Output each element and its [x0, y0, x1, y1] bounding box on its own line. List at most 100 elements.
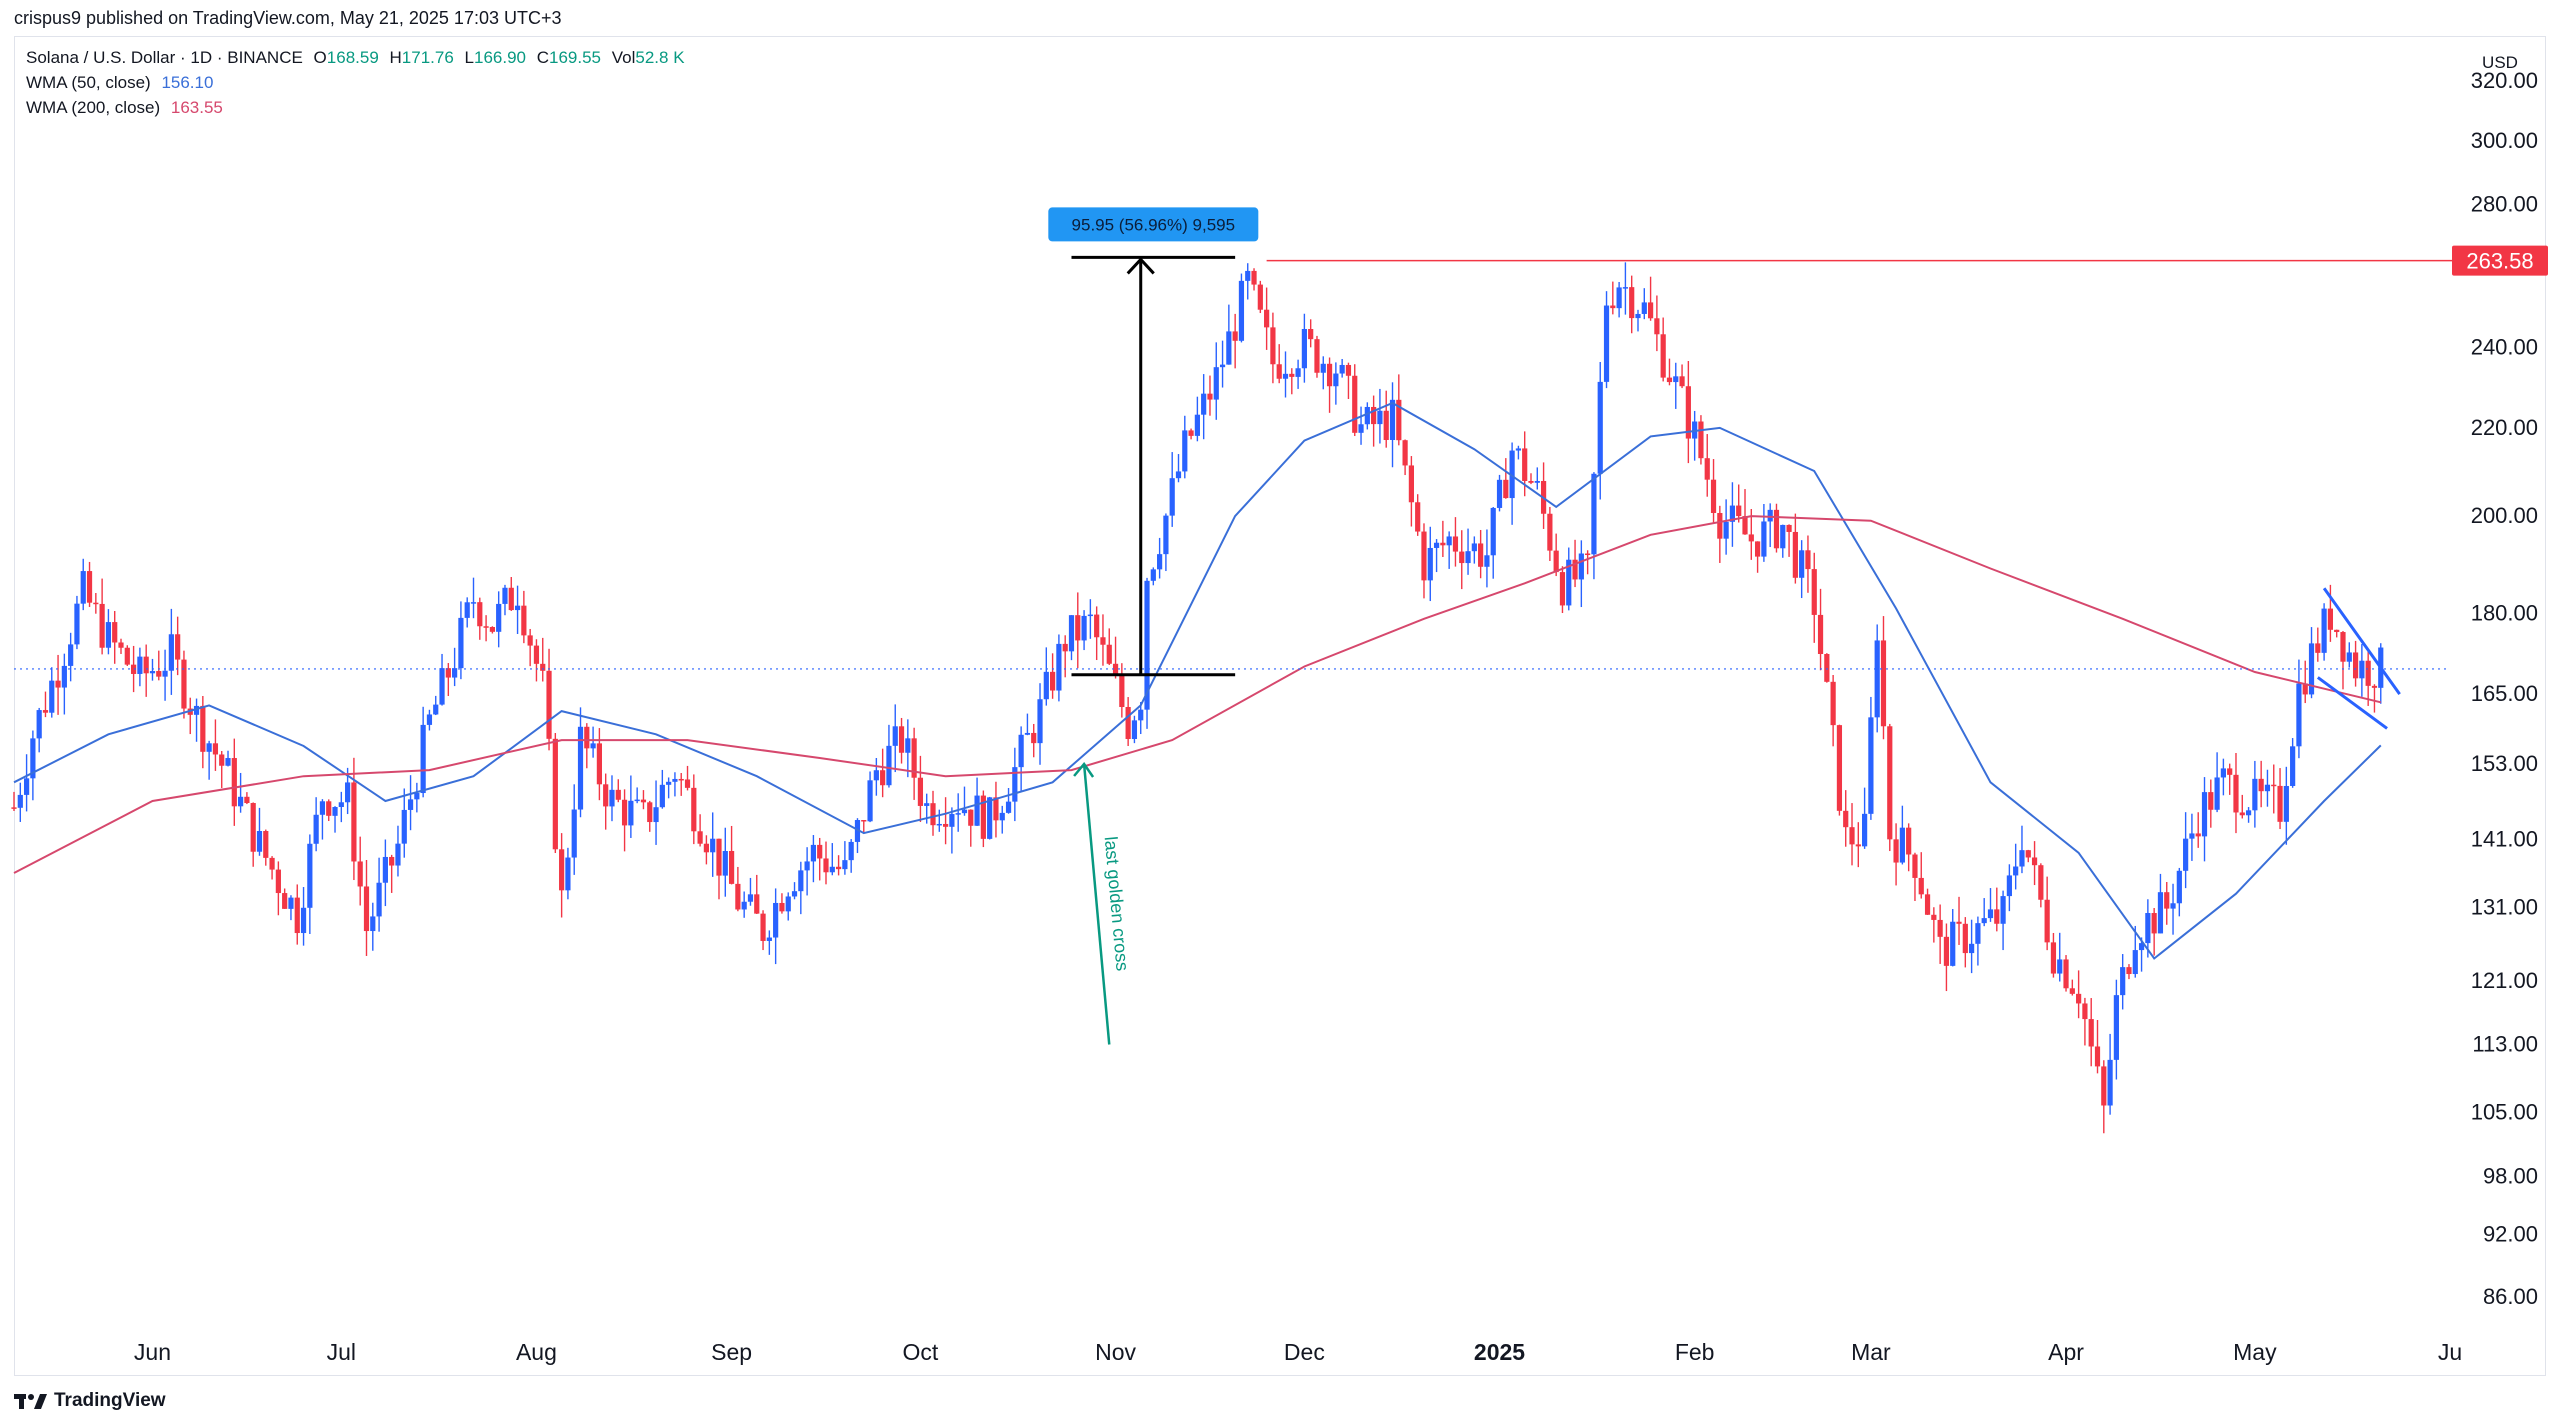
candle-body[interactable]: [1754, 541, 1761, 557]
candle-body[interactable]: [854, 820, 861, 842]
candle-body[interactable]: [1005, 801, 1012, 813]
candle-body[interactable]: [716, 838, 722, 876]
candle-body[interactable]: [2132, 950, 2138, 975]
candle-body[interactable]: [2233, 774, 2239, 813]
candle-body[interactable]: [2315, 643, 2321, 653]
candle-body[interactable]: [1484, 555, 1490, 567]
candle-body[interactable]: [244, 796, 250, 804]
candle-body[interactable]: [143, 656, 149, 674]
candle-body[interactable]: [1566, 559, 1572, 606]
candle-body[interactable]: [219, 754, 225, 766]
candle-body[interactable]: [118, 642, 124, 648]
candle-body[interactable]: [1931, 914, 1937, 920]
candle-body[interactable]: [521, 605, 527, 636]
candle-body[interactable]: [1037, 699, 1043, 744]
candle-body[interactable]: [1050, 671, 1056, 691]
candle-body[interactable]: [1062, 643, 1068, 652]
candle-body[interactable]: [2050, 942, 2057, 974]
candle-body[interactable]: [773, 902, 779, 938]
candle-body[interactable]: [445, 668, 451, 678]
candle-body[interactable]: [911, 738, 917, 778]
candle-body[interactable]: [823, 858, 829, 873]
candle-body[interactable]: [1125, 707, 1131, 740]
candle-body[interactable]: [1408, 465, 1414, 503]
candle-body[interactable]: [1597, 381, 1603, 474]
candle-body[interactable]: [1226, 331, 1232, 365]
candle-body[interactable]: [1698, 421, 1704, 459]
candle-body[interactable]: [30, 738, 36, 779]
candle-body[interactable]: [2126, 967, 2132, 975]
candle-body[interactable]: [93, 602, 99, 605]
candle-body[interactable]: [1415, 502, 1421, 532]
candle-body[interactable]: [684, 779, 691, 788]
candle-body[interactable]: [924, 803, 930, 806]
candle-body[interactable]: [1780, 524, 1786, 549]
candle-body[interactable]: [80, 571, 86, 604]
candle-body[interactable]: [722, 850, 728, 876]
candle-body[interactable]: [1282, 373, 1289, 379]
candle-body[interactable]: [527, 635, 533, 646]
candle-body[interactable]: [433, 704, 439, 715]
candle-body[interactable]: [1301, 328, 1307, 369]
candle-body[interactable]: [1635, 313, 1641, 319]
candle-body[interactable]: [401, 809, 407, 844]
candle-body[interactable]: [1119, 675, 1125, 708]
candle-body[interactable]: [99, 603, 105, 648]
candle-body[interactable]: [1364, 406, 1370, 425]
candle-body[interactable]: [2277, 785, 2283, 822]
candle-body[interactable]: [571, 809, 577, 858]
candle-body[interactable]: [1887, 726, 1893, 840]
candle-body[interactable]: [1496, 479, 1503, 508]
candle-body[interactable]: [1849, 827, 1855, 845]
candle-body[interactable]: [1383, 410, 1389, 440]
candle-body[interactable]: [162, 670, 168, 677]
candle-body[interactable]: [2019, 850, 2025, 867]
candle-body[interactable]: [1339, 364, 1345, 374]
candle-body[interactable]: [49, 680, 55, 713]
candle-body[interactable]: [1836, 725, 1843, 811]
candle-body[interactable]: [2025, 850, 2031, 858]
candle-body[interactable]: [1522, 448, 1528, 481]
candle-body[interactable]: [2057, 959, 2063, 974]
candle-body[interactable]: [1874, 640, 1880, 718]
candle-body[interactable]: [1207, 393, 1213, 400]
candle-body[interactable]: [1012, 767, 1018, 802]
candle-body[interactable]: [1792, 531, 1798, 578]
candle-body[interactable]: [861, 820, 867, 822]
candle-body[interactable]: [565, 857, 571, 891]
candle-body[interactable]: [175, 634, 181, 660]
candle-body[interactable]: [1433, 542, 1440, 548]
candle-body[interactable]: [105, 622, 112, 648]
candle-body[interactable]: [1150, 569, 1156, 581]
candle-body[interactable]: [1899, 827, 1905, 863]
candle-body[interactable]: [590, 743, 596, 749]
candle-body[interactable]: [1956, 921, 1962, 924]
candle-body[interactable]: [760, 913, 766, 941]
candle-body[interactable]: [1654, 318, 1660, 335]
candle-body[interactable]: [1081, 615, 1087, 641]
candle-body[interactable]: [1427, 547, 1433, 581]
candle-body[interactable]: [785, 896, 791, 912]
candle-body[interactable]: [735, 883, 741, 910]
candle-body[interactable]: [2170, 903, 2176, 909]
candle-body[interactable]: [1786, 524, 1792, 532]
candle-body[interactable]: [250, 803, 256, 852]
candle-body[interactable]: [1503, 479, 1509, 499]
candle-body[interactable]: [1937, 919, 1943, 937]
candle-body[interactable]: [1987, 909, 1994, 919]
candle-body[interactable]: [2195, 833, 2201, 837]
candle-body[interactable]: [55, 680, 61, 688]
candle-body[interactable]: [1906, 827, 1912, 855]
candle-body[interactable]: [452, 668, 458, 678]
candle-body[interactable]: [489, 627, 495, 632]
candle-body[interactable]: [1924, 894, 1931, 915]
candle-body[interactable]: [1112, 663, 1119, 676]
candle-body[interactable]: [1251, 270, 1257, 285]
candle-body[interactable]: [1402, 440, 1408, 466]
candle-body[interactable]: [68, 644, 74, 666]
candle-body[interactable]: [137, 656, 143, 674]
candle-body[interactable]: [2201, 792, 2208, 837]
candle-body[interactable]: [225, 758, 231, 766]
candle-body[interactable]: [1295, 368, 1301, 377]
candle-body[interactable]: [1106, 644, 1112, 664]
